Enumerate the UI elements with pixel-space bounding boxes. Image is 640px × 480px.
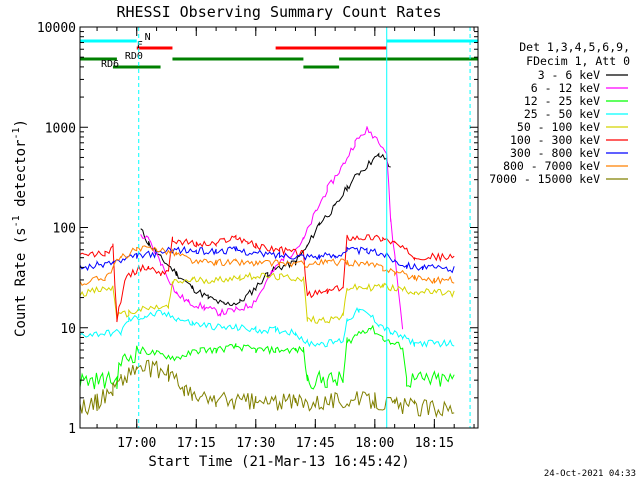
state-bar-1-label: F — [137, 40, 143, 51]
series-3 — [79, 306, 455, 348]
legend-entry-2: 12 - 25 keV — [524, 94, 628, 108]
series-4-line-0 — [79, 271, 455, 324]
series-6 — [79, 245, 455, 274]
x-tick-label-5: 18:15 — [415, 436, 454, 451]
series-7 — [79, 245, 455, 287]
legend: Det 1,3,4,5,6,9, FDecim 1, Att 0 3 - 6 k… — [489, 40, 630, 186]
x-tick-label-2: 17:30 — [236, 436, 275, 451]
ticks: 1 10 100 1000 10000 17:00 17:15 17:30 17:45 18:00… — [37, 21, 478, 451]
y-axis-label-main: Count Rate (s — [13, 227, 29, 337]
series-8-line-0 — [79, 359, 455, 419]
legend-entry-8-label: 7000 - 15000 keV — [489, 172, 600, 186]
series-2-line-0 — [79, 324, 455, 390]
x-tick-label-3: 17:45 — [296, 436, 335, 451]
legend-header-line-2: FDecim 1, Att 0 — [526, 54, 630, 68]
x-tick-label-4: 18:00 — [355, 436, 394, 451]
legend-entry-1-label: 6 - 12 keV — [531, 81, 600, 95]
x-tick-label-1: 17:15 — [177, 436, 216, 451]
state-bar-1: F — [136, 40, 387, 51]
legend-entry-8: 7000 - 15000 keV — [489, 172, 628, 186]
x-axis-label: Start Time (21-Mar-13 16:45:42) — [148, 454, 409, 470]
series-3-line-0 — [79, 306, 455, 348]
legend-entry-4-label: 50 - 100 keV — [517, 120, 600, 134]
y-axis-label-end: ) — [13, 119, 29, 127]
series-6-line-0 — [79, 245, 455, 274]
legend-entry-7: 800 - 7000 keV — [503, 159, 628, 173]
legend-entry-6: 300 - 800 keV — [510, 146, 628, 160]
series-7-line-0 — [79, 245, 455, 287]
footer-date: 24-Oct-2021 04:33 — [544, 469, 636, 479]
y-tick-label-4: 10000 — [37, 21, 76, 36]
state-bar-3-label: RD6 — [101, 59, 119, 70]
legend-entry-4: 50 - 100 keV — [517, 120, 628, 134]
y-axis-label: Count Rate (s-1 detector-1) — [11, 119, 29, 337]
series-8 — [79, 359, 455, 419]
series-1-line-0 — [140, 126, 404, 330]
legend-entry-3: 25 - 50 keV — [524, 107, 628, 121]
legend-entry-1: 6 - 12 keV — [531, 81, 628, 95]
y-axis-label-mid: detector — [13, 140, 29, 216]
legend-entry-2-label: 12 - 25 keV — [524, 94, 600, 108]
state-bar-2-label: RD0 — [125, 51, 143, 62]
y-axis-label-sup2: -1 — [11, 127, 22, 139]
legend-entry-6-label: 300 - 800 keV — [510, 146, 600, 160]
series-5 — [79, 234, 455, 323]
state-bar-3: RD6 — [101, 59, 340, 70]
series-1 — [140, 126, 404, 330]
series-0-line-0 — [140, 152, 391, 307]
state-bar-0: N — [80, 32, 478, 43]
state-bar-2: RD0 — [80, 51, 478, 62]
series-2 — [79, 324, 455, 390]
y-tick-label-2: 100 — [53, 222, 76, 237]
y-tick-label-3: 1000 — [45, 121, 76, 136]
legend-entry-0: 3 - 6 keV — [538, 68, 628, 82]
legend-entry-3-label: 25 - 50 keV — [524, 107, 600, 121]
legend-header-line-1: Det 1,3,4,5,6,9, — [519, 40, 630, 54]
x-tick-label-0: 17:00 — [117, 436, 156, 451]
legend-entry-7-label: 800 - 7000 keV — [503, 159, 600, 173]
series-0 — [140, 152, 391, 307]
legend-entry-5: 100 - 300 keV — [510, 133, 628, 147]
y-tick-label-0: 1 — [68, 422, 76, 437]
series-4 — [79, 271, 455, 324]
legend-entry-5-label: 100 - 300 keV — [510, 133, 600, 147]
y-axis-label-sup1: -1 — [11, 215, 22, 227]
series-5-line-0 — [79, 234, 455, 323]
y-tick-label-1: 10 — [60, 322, 76, 337]
state-bar-0-label: N — [145, 32, 151, 43]
chart-title: RHESSI Observing Summary Count Rates — [116, 3, 441, 21]
series-layer — [79, 126, 455, 419]
legend-entry-0-label: 3 - 6 keV — [538, 68, 600, 82]
